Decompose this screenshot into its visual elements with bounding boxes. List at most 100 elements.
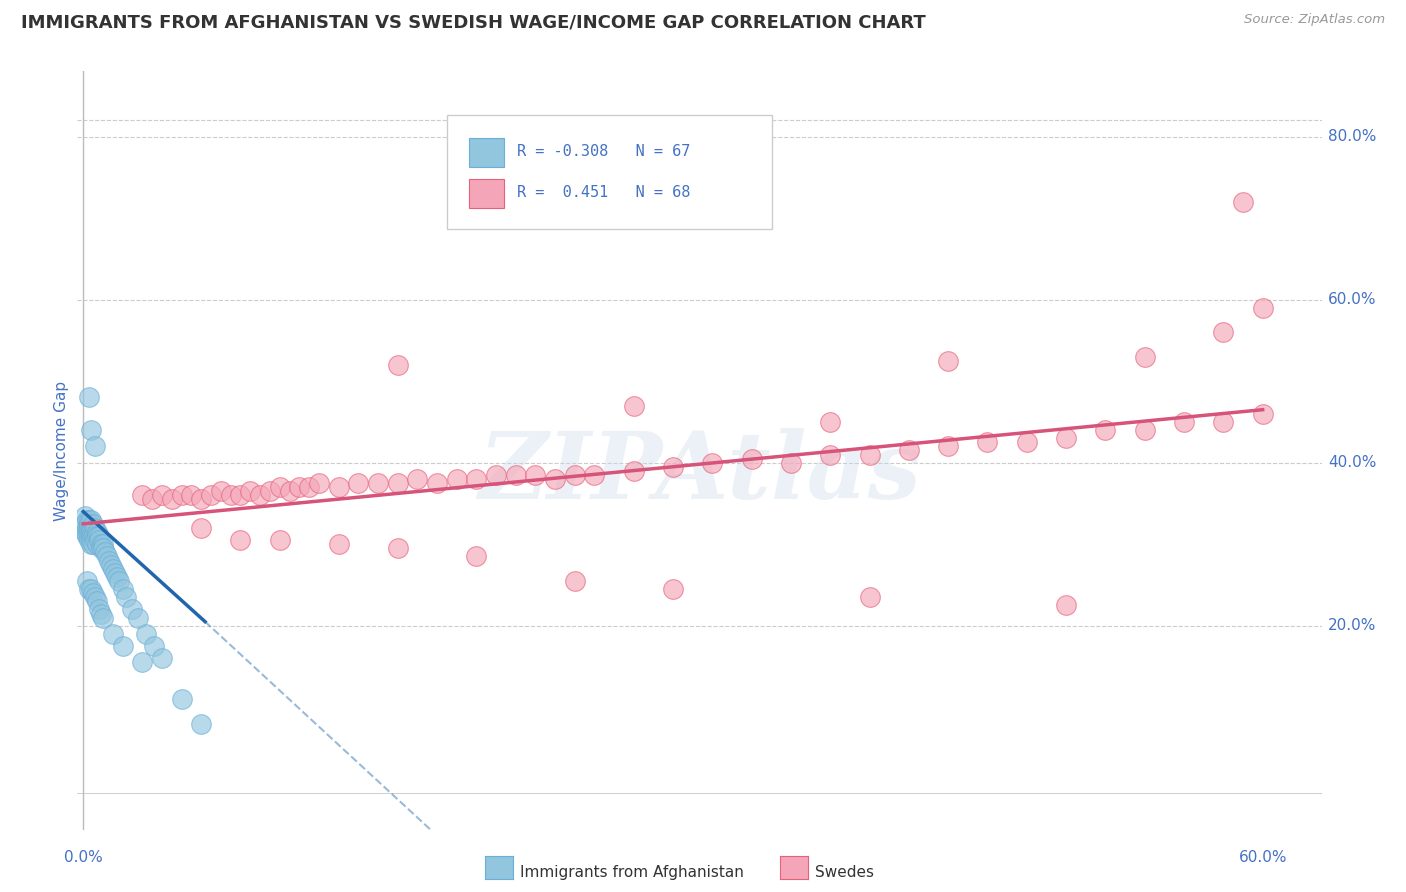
Text: 60.0%: 60.0% xyxy=(1327,293,1376,307)
Point xyxy=(80,524,103,539)
Point xyxy=(77,524,100,539)
Point xyxy=(76,574,98,588)
Point xyxy=(1094,423,1116,437)
Point xyxy=(84,591,107,605)
Text: ZIPAtlas: ZIPAtlas xyxy=(478,428,921,518)
Text: IMMIGRANTS FROM AFGHANISTAN VS SWEDISH WAGE/INCOME GAP CORRELATION CHART: IMMIGRANTS FROM AFGHANISTAN VS SWEDISH W… xyxy=(21,13,925,31)
Point xyxy=(387,541,409,556)
Point xyxy=(190,716,212,731)
Point xyxy=(76,529,98,543)
Point xyxy=(77,533,100,548)
Point xyxy=(485,467,508,482)
Point xyxy=(91,541,114,556)
Point xyxy=(84,533,107,548)
Point xyxy=(90,537,112,551)
Point xyxy=(80,582,103,596)
Point xyxy=(190,492,212,507)
Point xyxy=(298,480,321,494)
Point xyxy=(229,533,252,548)
Point xyxy=(239,484,262,499)
Point xyxy=(80,533,103,548)
Point xyxy=(105,570,128,584)
FancyBboxPatch shape xyxy=(470,179,505,208)
Point xyxy=(77,513,100,527)
Point xyxy=(80,521,103,535)
Point xyxy=(1054,599,1077,613)
Point xyxy=(1212,325,1234,339)
Point xyxy=(143,639,166,653)
Point xyxy=(702,456,724,470)
Point xyxy=(150,488,173,502)
Point xyxy=(100,558,122,572)
Point xyxy=(858,448,880,462)
Point xyxy=(564,574,586,588)
Point xyxy=(662,582,685,596)
Text: 0.0%: 0.0% xyxy=(63,850,103,865)
Point xyxy=(347,476,370,491)
Point xyxy=(104,566,127,580)
Point xyxy=(107,574,129,588)
Point xyxy=(84,521,107,535)
Point xyxy=(111,582,134,596)
Point xyxy=(936,353,959,368)
Point xyxy=(269,533,291,548)
Point xyxy=(259,484,281,499)
Point xyxy=(858,591,880,605)
Point xyxy=(82,586,104,600)
Point xyxy=(180,488,202,502)
Point xyxy=(1173,415,1195,429)
Point xyxy=(131,488,153,502)
Point xyxy=(897,443,920,458)
Point xyxy=(80,423,103,437)
Point xyxy=(87,602,110,616)
Point xyxy=(77,529,100,543)
Point xyxy=(308,476,330,491)
Point xyxy=(135,627,157,641)
Point xyxy=(115,591,138,605)
Point xyxy=(1133,423,1156,437)
Point xyxy=(75,508,97,523)
Point xyxy=(1232,194,1254,209)
Point xyxy=(976,435,998,450)
Point xyxy=(76,524,98,539)
Point xyxy=(209,484,232,499)
Point xyxy=(818,415,841,429)
Point xyxy=(84,439,107,453)
Point xyxy=(936,439,959,453)
Point xyxy=(229,488,252,502)
Point xyxy=(623,464,645,478)
Point xyxy=(94,545,117,559)
Point xyxy=(101,562,124,576)
Point xyxy=(219,488,242,502)
Point xyxy=(76,513,98,527)
Text: R =  0.451   N = 68: R = 0.451 N = 68 xyxy=(516,186,690,201)
Point xyxy=(96,549,118,564)
Point xyxy=(87,533,110,548)
Point xyxy=(141,492,163,507)
Point xyxy=(406,472,429,486)
Point xyxy=(86,537,108,551)
Point xyxy=(662,459,685,474)
FancyBboxPatch shape xyxy=(470,138,505,167)
Point xyxy=(111,639,134,653)
Point xyxy=(190,521,212,535)
Point xyxy=(1251,301,1274,315)
Point xyxy=(426,476,449,491)
Point xyxy=(780,456,803,470)
Point xyxy=(86,594,108,608)
FancyBboxPatch shape xyxy=(447,114,772,229)
Point xyxy=(90,607,112,621)
Point xyxy=(1251,407,1274,421)
Point xyxy=(82,524,104,539)
Text: 40.0%: 40.0% xyxy=(1327,455,1376,470)
Point xyxy=(269,480,291,494)
Point xyxy=(80,529,103,543)
Point xyxy=(328,480,350,494)
Point xyxy=(80,513,103,527)
Point xyxy=(131,656,153,670)
Point xyxy=(75,516,97,531)
Point xyxy=(564,467,586,482)
Point xyxy=(544,472,567,486)
Point xyxy=(90,541,112,556)
Point xyxy=(505,467,527,482)
